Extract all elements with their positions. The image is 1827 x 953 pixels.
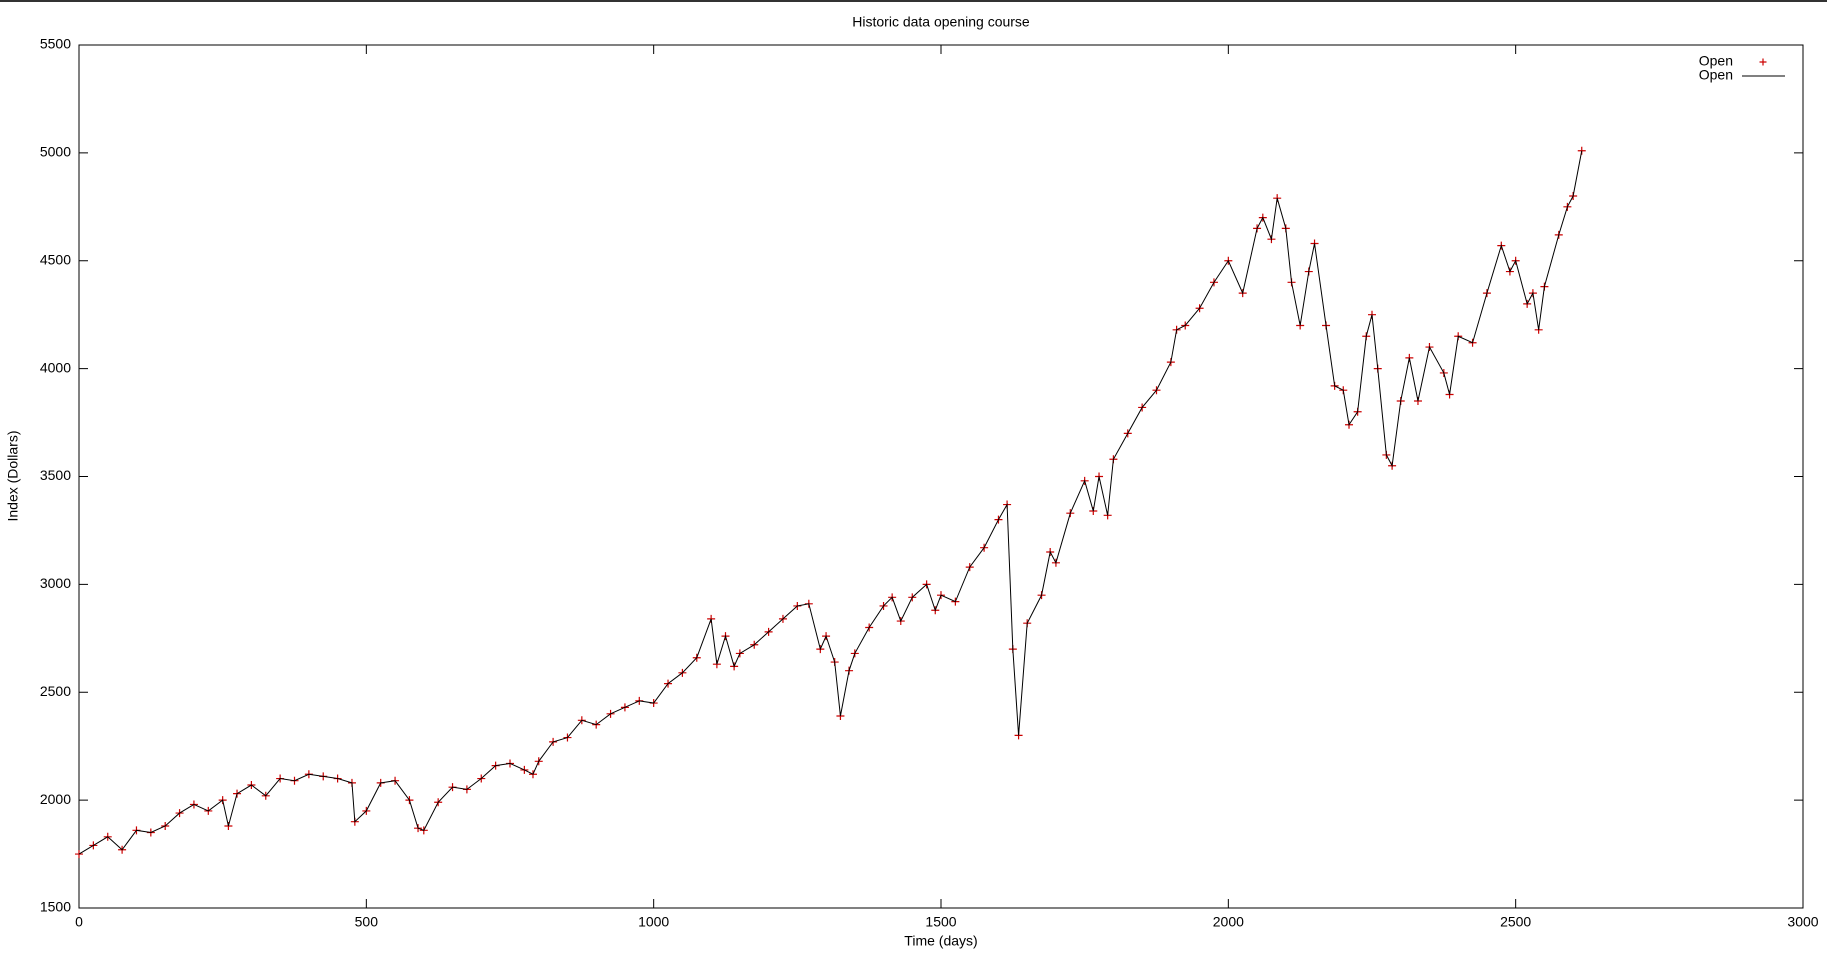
y-tick-label: 4500 — [40, 251, 71, 267]
chart-title: Historic data opening course — [852, 14, 1030, 30]
y-tick-label: 5500 — [40, 36, 71, 52]
x-tick-label: 3000 — [1787, 914, 1818, 930]
y-tick-label: 3500 — [40, 467, 71, 483]
y-tick-label: 4000 — [40, 359, 71, 375]
y-tick-label: 2500 — [40, 683, 71, 699]
x-tick-label: 2500 — [1500, 914, 1531, 930]
data-line — [78, 150, 1583, 855]
y-tick-label: 5000 — [40, 144, 71, 160]
x-tick-label: 2000 — [1213, 914, 1244, 930]
legend-marker — [1759, 58, 1767, 66]
window-edge — [0, 0, 1827, 2]
legend-label: Open — [1699, 53, 1733, 69]
x-axis-label: Time (days) — [904, 933, 977, 949]
y-axis-label: Index (Dollars) — [5, 430, 21, 521]
x-tick-label: 0 — [75, 914, 83, 930]
x-tick-label: 1500 — [925, 914, 956, 930]
x-tick-label: 1000 — [638, 914, 669, 930]
y-tick-label: 1500 — [40, 899, 71, 915]
y-tick-label: 2000 — [40, 791, 71, 807]
data-point — [75, 850, 83, 859]
x-tick-label: 500 — [355, 914, 379, 930]
y-tick-label: 3000 — [40, 575, 71, 591]
legend-label: Open — [1699, 67, 1733, 83]
